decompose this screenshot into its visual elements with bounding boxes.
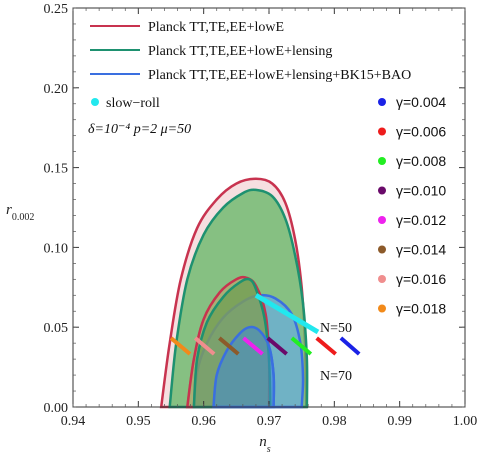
segment-gamma-2 [315, 336, 337, 356]
legend-marker-gamma-3 [378, 157, 386, 165]
x-tick-label: 0.95 [126, 414, 151, 429]
segment-gamma-3 [290, 336, 313, 356]
annotation-n50: N=50 [320, 321, 352, 336]
x-tick-label: 0.97 [257, 414, 282, 429]
y-tick-label: 0.15 [44, 162, 69, 177]
legend-label-gamma-4: γ=0.010 [396, 183, 446, 199]
y-tick-label: 0.00 [44, 401, 69, 416]
legend-marker-gamma-4 [378, 186, 386, 195]
chart-annotations: N=50 N=70 δ=10⁻⁴ p=2 μ=50 [88, 122, 352, 384]
contour-layer [159, 177, 309, 409]
legend-marker-gamma-1 [378, 98, 386, 106]
segment-gamma-1 [339, 336, 361, 356]
legend-label-gamma-2: γ=0.006 [396, 124, 446, 140]
annotation-n70: N=70 [320, 369, 352, 384]
legend-label-2: Planck TT,TE,EE+lowE+lensing [148, 44, 332, 59]
y-axis-label-sub: 0.002 [12, 212, 35, 223]
segment-slow-roll [254, 293, 320, 335]
segment-gamma-4 [266, 336, 288, 356]
y-tick-label: 0.10 [44, 241, 69, 256]
y-tick-label: 0.05 [44, 321, 69, 336]
y-axis-label: r0.002 [6, 202, 34, 223]
x-tick-label: 0.99 [387, 414, 412, 429]
x-tick-label: 0.94 [61, 414, 86, 429]
segment-gamma-5 [242, 336, 264, 356]
segment-gamma-7 [193, 336, 216, 356]
legend-marker-gamma-5 [378, 216, 386, 224]
legend-label-gamma-6: γ=0.014 [396, 242, 446, 258]
x-axis-label: ns [259, 434, 271, 454]
chart-legend: Planck TT,TE,EE+lowE Planck TT,TE,EE+lowE… [90, 20, 446, 317]
y-tick-label: 0.20 [44, 82, 69, 97]
legend-label-gamma-8: γ=0.018 [396, 301, 446, 317]
y-tick-label: 0.25 [44, 2, 69, 17]
segment-gamma-6 [218, 336, 240, 356]
legend-label-gamma-7: γ=0.016 [396, 271, 446, 287]
legend-marker-gamma-7 [378, 275, 386, 283]
legend-label-slow-roll: slow−roll [106, 96, 160, 111]
legend-label-gamma-5: γ=0.012 [396, 212, 446, 228]
legend-label-gamma-3: γ=0.008 [396, 153, 446, 169]
x-tick-label: 1.00 [453, 414, 478, 429]
legend-label-3: Planck TT,TE,EE+lowE+lensing+BK15+BAO [148, 68, 411, 83]
prediction-segments [169, 293, 361, 356]
legend-marker-gamma-2 [378, 127, 386, 136]
segment-gamma-8 [169, 336, 192, 356]
legend-label-gamma-1: γ=0.004 [396, 94, 446, 110]
legend-marker-gamma-8 [378, 304, 386, 313]
legend-label-1: Planck TT,TE,EE+lowE [148, 20, 284, 35]
x-tick-label: 0.98 [322, 414, 347, 429]
x-tick-label: 0.96 [191, 414, 216, 429]
x-axis-label-sub: s [267, 444, 271, 454]
axis-ticks: 0.94 0.95 0.96 0.97 0.98 0.99 1.00 0.00 0.05 0.10… [6, 2, 477, 454]
legend-marker-slow-roll [91, 98, 99, 106]
annotation-params: δ=10⁻⁴ p=2 μ=50 [88, 122, 191, 137]
legend-marker-gamma-6 [378, 245, 386, 254]
contour-core-3 [212, 325, 276, 409]
